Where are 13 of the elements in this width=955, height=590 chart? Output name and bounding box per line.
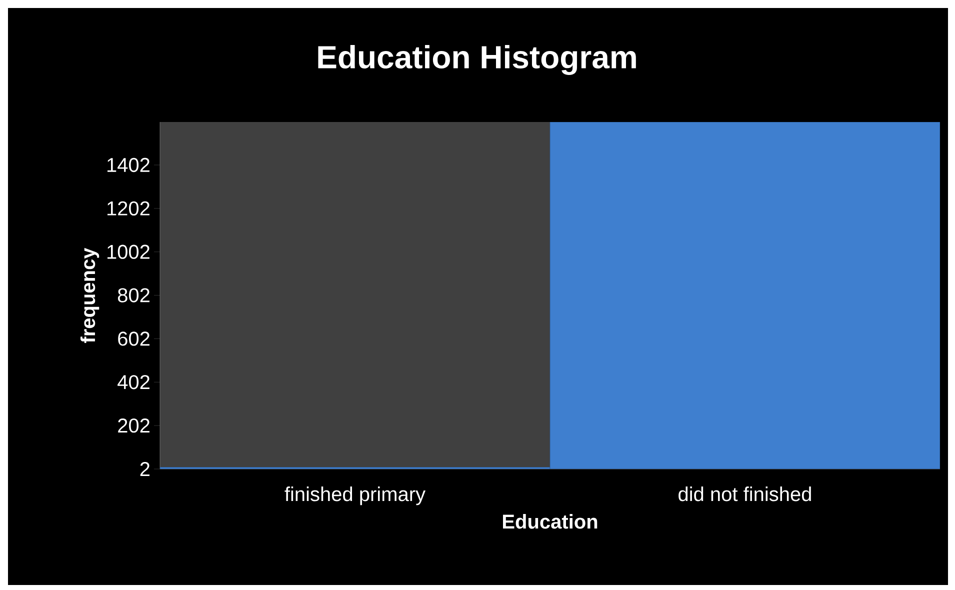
y-tick-label: 402 (118, 375, 150, 390)
y-tick-label: 1402 (108, 158, 150, 172)
y-tick-label: 602 (118, 332, 150, 346)
x-axis-title: Education (503, 514, 598, 529)
x-tick-label: finished primary (284, 486, 426, 506)
y-tick-label: 1202 (108, 201, 150, 216)
y-tick-label: 202 (118, 418, 150, 433)
x-tick-label: did not finished (678, 486, 811, 502)
y-tick-label: 2 (140, 462, 150, 476)
y-tick-label: 802 (118, 288, 150, 302)
y-axis-title: frequency (80, 248, 100, 343)
chart-title: Education Histogram (318, 45, 636, 75)
y-tick-label: 1002 (108, 244, 150, 259)
